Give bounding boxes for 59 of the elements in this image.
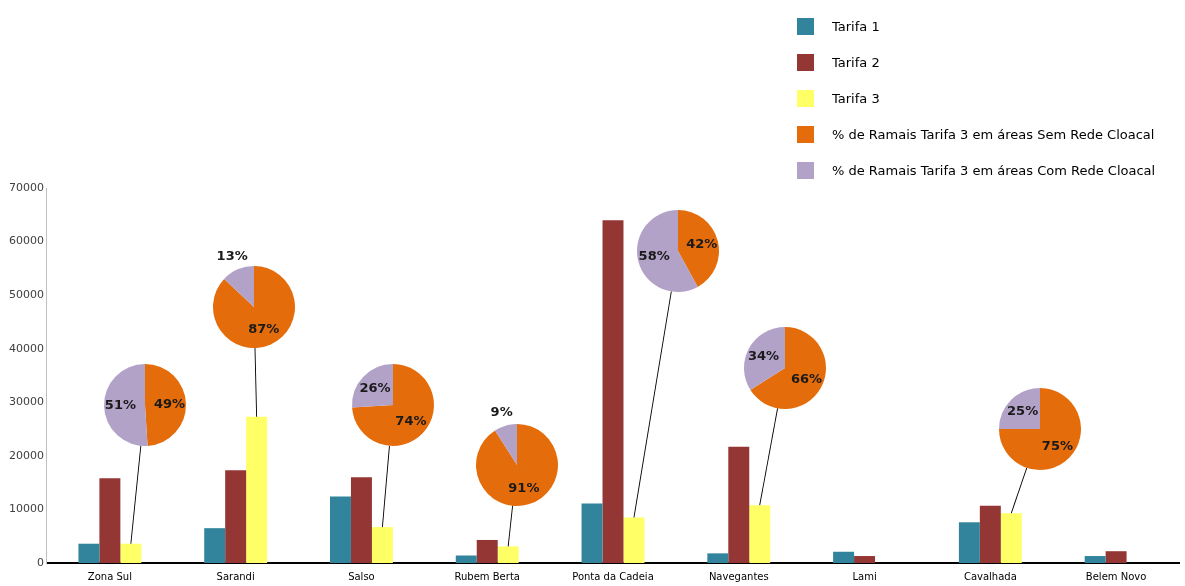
bar xyxy=(476,539,498,563)
x-tick-label: Navegantes xyxy=(708,570,769,582)
x-tick-label: Lami xyxy=(852,570,877,582)
bar xyxy=(497,546,519,563)
bar xyxy=(1105,551,1127,563)
bar xyxy=(958,522,980,563)
y-tick-label: 40000 xyxy=(8,341,44,355)
data-label: 51% xyxy=(104,397,136,413)
legend-label: Tarifa 3 xyxy=(832,90,880,106)
bar xyxy=(623,517,645,563)
bar xyxy=(833,551,855,563)
bar xyxy=(854,556,876,563)
data-label: 58% xyxy=(638,248,670,264)
data-label: 74% xyxy=(395,413,427,429)
y-tick-label: 50000 xyxy=(8,288,44,301)
y-tick-label: 20000 xyxy=(8,448,44,462)
data-label: 26% xyxy=(359,379,391,395)
bar xyxy=(350,477,372,563)
x-tick-label: Sarandi xyxy=(216,570,255,582)
x-tick-label: Zona Sul xyxy=(87,570,132,582)
bar xyxy=(371,527,393,563)
bar xyxy=(78,543,100,563)
bar xyxy=(120,543,142,563)
x-tick-label: Salso xyxy=(348,570,375,582)
data-label: 66% xyxy=(790,371,823,387)
data-label: 42% xyxy=(686,236,718,252)
bar xyxy=(581,503,603,563)
legend-label: Tarifa 2 xyxy=(832,54,880,70)
bar xyxy=(707,553,729,563)
x-tick-label: Cavalhada xyxy=(963,570,1017,582)
data-label: 75% xyxy=(1041,437,1073,453)
bar xyxy=(728,446,750,563)
y-tick-label: 60000 xyxy=(8,234,44,248)
bar xyxy=(1084,556,1106,563)
bar xyxy=(979,505,1001,563)
legend-label: Tarifa 1 xyxy=(832,18,880,34)
data-label: 9% xyxy=(490,403,513,419)
legend-label: % de Ramais Tarifa 3 em áreas Com Rede Cloacal xyxy=(832,162,1156,178)
bar xyxy=(330,496,351,563)
y-tick-label: 10000 xyxy=(8,502,44,516)
data-label: 87% xyxy=(248,320,280,336)
x-tick-label: Rubem Berta xyxy=(454,570,520,582)
legend-label: % de Ramais Tarifa 3 em áreas Sem Rede Cloacal xyxy=(832,126,1155,142)
data-label: 49% xyxy=(154,395,186,411)
data-label: 34% xyxy=(747,347,780,363)
x-tick-label: Ponta da Cadeia xyxy=(572,570,654,582)
y-tick-label: 70000 xyxy=(8,180,44,194)
bar xyxy=(99,478,121,563)
x-tick-label: Belem Novo xyxy=(1085,570,1147,582)
y-tick-label: 30000 xyxy=(8,395,44,409)
data-label: 25% xyxy=(1007,402,1039,418)
bar xyxy=(225,470,247,563)
bar xyxy=(602,220,624,563)
bar xyxy=(246,416,268,563)
data-label: 13% xyxy=(216,247,248,263)
bar xyxy=(455,555,477,563)
y-tick-label: 0 xyxy=(36,555,44,569)
data-label: 91% xyxy=(508,480,540,495)
bar xyxy=(204,528,226,563)
